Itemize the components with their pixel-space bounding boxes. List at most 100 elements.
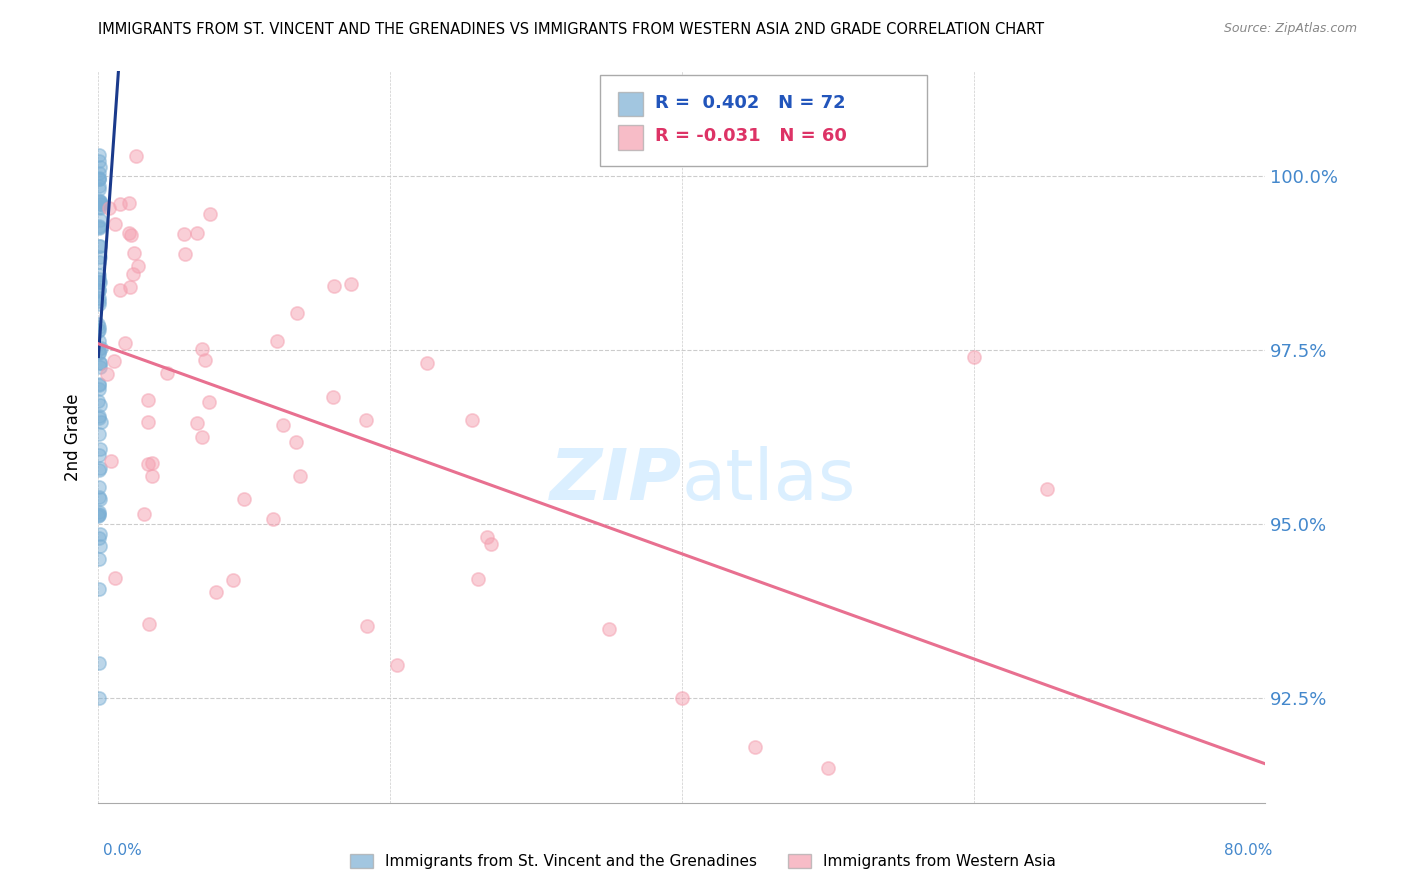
Point — [671, 691, 693, 706]
Point — [87, 166, 110, 180]
Text: atlas: atlas — [682, 447, 856, 516]
Point — [1035, 483, 1057, 497]
Point — [467, 572, 489, 586]
Point — [87, 376, 110, 391]
Point — [89, 552, 111, 566]
Point — [98, 201, 121, 215]
Point — [108, 196, 131, 211]
Point — [118, 226, 141, 240]
Point — [87, 334, 110, 349]
Point — [89, 294, 111, 309]
Point — [120, 227, 142, 242]
Point — [89, 460, 111, 475]
Point — [285, 306, 308, 320]
Point — [87, 582, 110, 596]
Point — [89, 343, 111, 357]
FancyBboxPatch shape — [617, 126, 644, 150]
Text: Source: ZipAtlas.com: Source: ZipAtlas.com — [1223, 22, 1357, 36]
Point — [87, 179, 110, 194]
Point — [89, 268, 111, 282]
Point — [132, 507, 155, 521]
Point — [89, 531, 111, 545]
Point — [118, 195, 141, 210]
Point — [120, 280, 142, 294]
Point — [87, 324, 110, 338]
Point — [127, 259, 149, 273]
Point — [89, 194, 111, 208]
Point — [89, 377, 111, 392]
Point — [87, 221, 110, 235]
Point — [90, 341, 112, 355]
Point — [138, 392, 160, 407]
Point — [87, 505, 110, 519]
Point — [475, 530, 498, 544]
Point — [173, 227, 195, 241]
Point — [89, 283, 111, 297]
Point — [205, 585, 228, 599]
Point — [87, 490, 110, 504]
Legend: Immigrants from St. Vincent and the Grenadines, Immigrants from Western Asia: Immigrants from St. Vincent and the Gren… — [344, 848, 1062, 875]
Point — [89, 427, 111, 442]
Point — [89, 346, 111, 360]
Point — [87, 393, 110, 408]
Point — [136, 415, 159, 429]
Point — [87, 409, 110, 423]
Point — [89, 238, 111, 252]
Point — [89, 449, 111, 463]
Point — [89, 283, 111, 297]
Point — [598, 622, 620, 636]
Y-axis label: 2nd Grade: 2nd Grade — [65, 393, 83, 481]
Point — [262, 512, 284, 526]
Point — [479, 537, 502, 551]
Text: 80.0%: 80.0% — [1225, 843, 1272, 858]
Point — [340, 277, 363, 291]
Point — [87, 509, 110, 524]
Point — [198, 207, 221, 221]
Point — [273, 417, 295, 432]
Point — [89, 194, 111, 209]
Point — [87, 272, 110, 286]
Point — [87, 291, 110, 305]
Point — [89, 201, 111, 215]
Point — [89, 527, 111, 541]
Text: 0.0%: 0.0% — [103, 843, 142, 858]
Point — [416, 356, 439, 370]
Point — [104, 217, 127, 231]
Text: IMMIGRANTS FROM ST. VINCENT AND THE GRENADINES VS IMMIGRANTS FROM WESTERN ASIA 2: IMMIGRANTS FROM ST. VINCENT AND THE GREN… — [98, 22, 1045, 37]
Point — [89, 197, 111, 211]
Point — [962, 350, 984, 364]
Point — [354, 413, 377, 427]
Point — [87, 320, 110, 334]
Point — [136, 457, 159, 471]
Point — [87, 239, 110, 253]
Point — [322, 279, 344, 293]
Point — [89, 415, 111, 429]
Point — [190, 430, 212, 444]
Point — [186, 417, 208, 431]
Point — [461, 413, 484, 427]
Point — [87, 171, 110, 186]
Point — [89, 398, 111, 412]
Point — [356, 619, 378, 633]
Point — [87, 153, 110, 168]
Point — [125, 149, 148, 163]
Point — [89, 219, 111, 234]
Point — [87, 410, 110, 425]
Point — [87, 657, 110, 671]
Point — [96, 367, 118, 381]
Point — [87, 170, 110, 185]
Point — [89, 508, 111, 522]
Text: ZIP: ZIP — [550, 447, 682, 516]
Point — [138, 616, 160, 631]
Point — [322, 391, 344, 405]
Point — [89, 171, 111, 186]
Point — [89, 507, 111, 521]
Point — [89, 442, 111, 456]
Text: R =  0.402   N = 72: R = 0.402 N = 72 — [655, 94, 845, 112]
Point — [89, 275, 111, 289]
Point — [385, 657, 408, 672]
Point — [108, 283, 131, 297]
Point — [122, 267, 145, 281]
Point — [141, 469, 163, 483]
Point — [89, 194, 111, 208]
